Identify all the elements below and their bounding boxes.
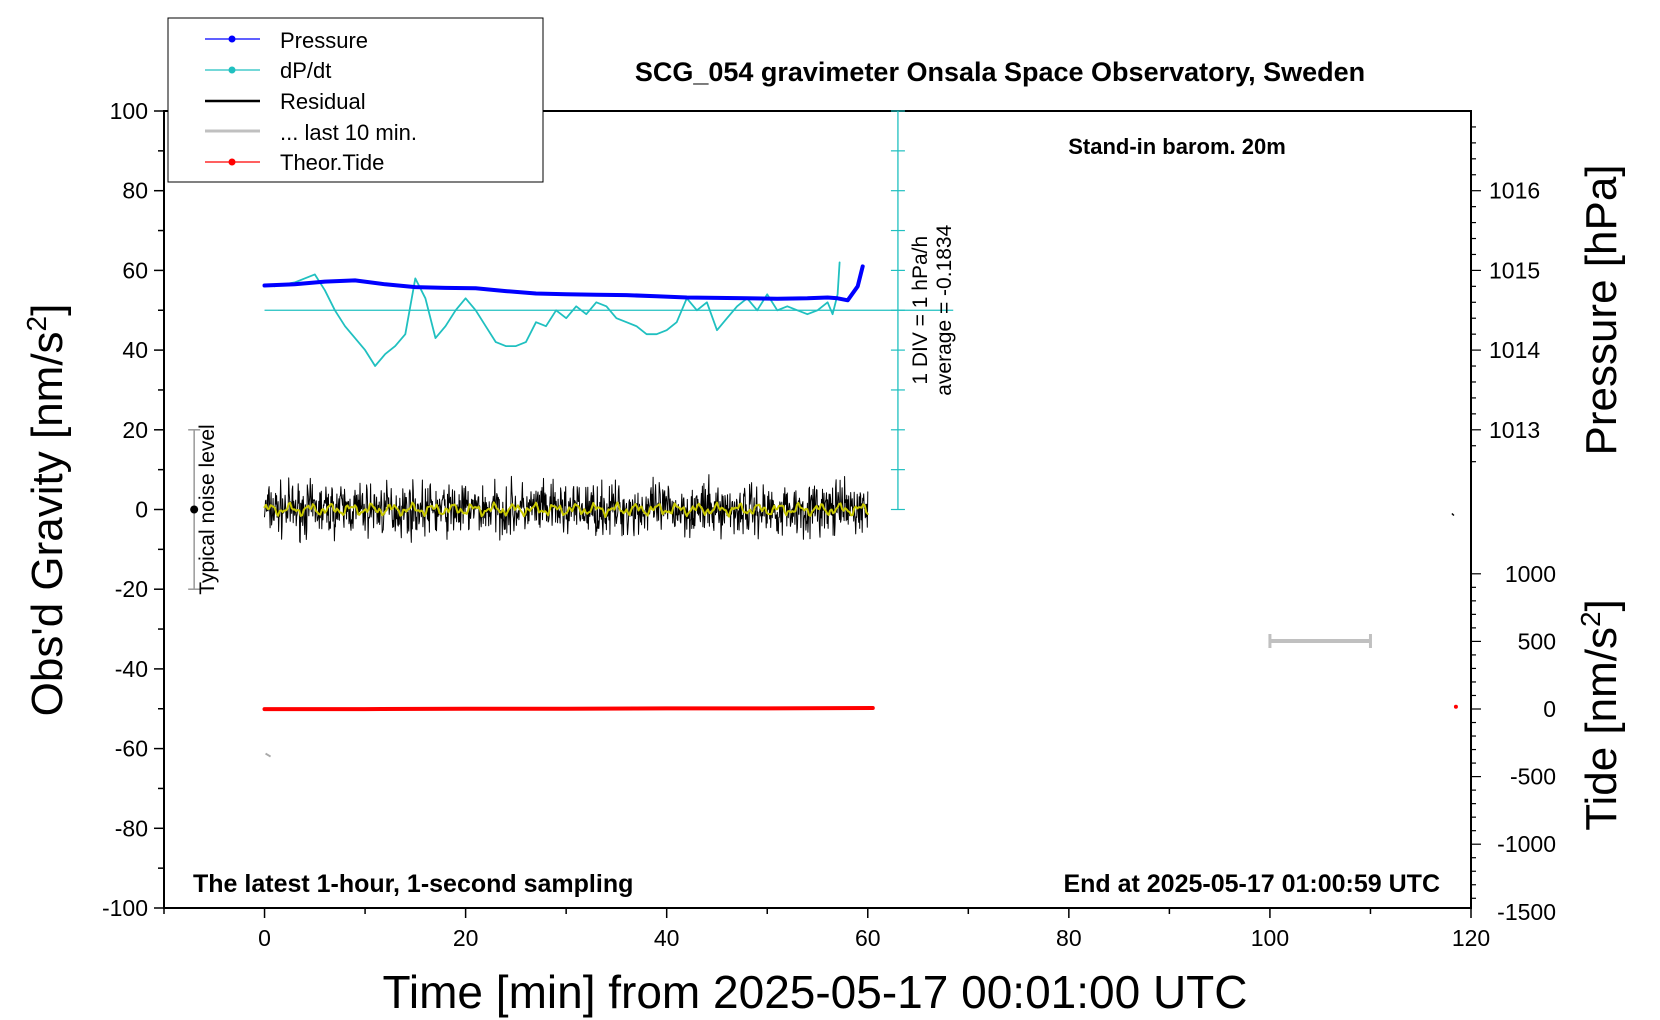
tide-tick-label: 500 [1518,628,1556,654]
series-group [262,261,1458,758]
y-tick-label: 40 [122,337,148,363]
legend-marker-tide [228,158,236,166]
x-tick-label: 100 [1251,925,1289,951]
dpdt-average-label: average = -0.1834 [933,224,956,395]
y-tick-label: 80 [122,178,148,204]
pressure-tick-label: 1016 [1489,178,1540,204]
y-tick-label: 20 [122,417,148,443]
chart-title: SCG_054 gravimeter Onsala Space Observat… [635,57,1365,87]
y-axis-label-left-main: Obs'd Gravity [nm/s [23,331,72,716]
y-tick-label: -100 [102,895,148,921]
y-tick-label: -40 [115,656,148,682]
y-axis-label-left-sup: 2 [21,316,52,332]
y-axis-label-left-close: ] [23,304,72,316]
y-tick-label: -20 [115,576,148,602]
pressure-series [262,264,865,303]
x-axis-label: Time [min] from 2025-05-17 00:01:00 UTC [383,966,1248,1018]
tide-axis-label-sup: 2 [1575,611,1606,627]
pressure-tick-label: 1014 [1489,337,1540,363]
legend-label-pressure: Pressure [280,28,368,53]
pressure-tick-label: 1015 [1489,257,1540,283]
x-tick-label: 80 [1056,925,1082,951]
legend: Pressure dP/dt Residual ... last 10 min.… [167,17,544,183]
legend-label-residual: Residual [280,89,366,114]
legend-label-dpdt: dP/dt [280,58,331,83]
tide-tick-label: -1500 [1497,899,1556,925]
gray-start-mark [265,752,272,758]
dpdt-series [273,261,841,367]
end-time-note: End at 2025-05-17 01:00:59 UTC [1063,870,1440,898]
y-axis-label-left: Obs'd Gravity [nm/s2] [21,304,72,717]
noise-level-label: Typical noise level [196,424,219,594]
x-tick-label: 20 [453,925,479,951]
x-tick-label: 0 [258,925,271,951]
noise-bar-center [190,505,199,514]
residual-smooth-series [263,501,869,518]
tide-axis-label-close: ] [1577,599,1626,611]
x-tick-label: 60 [855,925,881,951]
tide-axis-label-main: Tide [nm/s [1577,627,1626,831]
pressure-axis-label: Pressure [hPa] [1577,164,1626,455]
legend-marker-pressure [228,35,236,43]
axes-group: 0 20 40 60 80 100 120 100 80 60 40 20 0 -20 -40 -60 -80 -… [102,98,1556,951]
tide-series [262,706,875,712]
pressure-tick-label: 1013 [1489,417,1540,443]
tide-tick-label: -1000 [1497,831,1556,857]
tide-axis-label: Tide [nm/s2] [1575,599,1626,831]
y-tick-label: -80 [115,815,148,841]
legend-label-last10: ... last 10 min. [280,120,417,145]
y-tick-label: 100 [110,98,148,124]
residual-end-mark [1451,512,1455,517]
x-tick-label: 40 [654,925,680,951]
y-tick-label: -60 [115,736,148,762]
tide-tick-label: -500 [1510,764,1556,790]
tide-end-dot [1453,704,1458,709]
extras-group [188,110,954,590]
x-tick-label: 120 [1452,925,1490,951]
stand-in-barometer-note: Stand-in barom. 20m [1068,134,1286,159]
y-tick-label: 0 [135,497,148,523]
tide-tick-label: 0 [1543,696,1556,722]
legend-label-tide: Theor.Tide [280,150,384,175]
residual-series [264,474,869,544]
dpdt-div-label: 1 DIV = 1 hPa/h [909,236,932,385]
tide-tick-label: 1000 [1505,561,1556,587]
legend-marker-dpdt [228,66,236,74]
y-tick-label: 60 [122,257,148,283]
latest-hour-note: The latest 1-hour, 1-second sampling [193,870,633,898]
